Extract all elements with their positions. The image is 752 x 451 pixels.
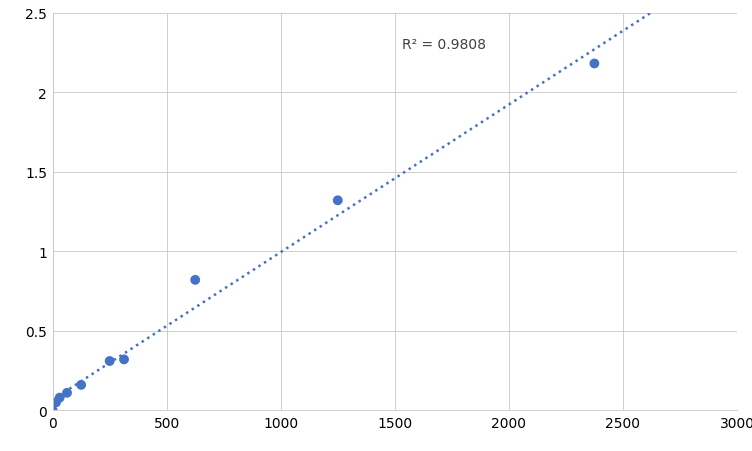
Point (75, 382, 87, 389)
Text: R² = 0.9808: R² = 0.9808 (402, 38, 486, 51)
Point (61, 389, 73, 396)
Point (47, 407, 59, 414)
Point (104, 358, 116, 365)
Point (190, 276, 202, 284)
Point (53, 394, 65, 401)
Point (332, 197, 344, 204)
Point (588, 61, 600, 68)
Point (50, 399, 62, 406)
Point (118, 356, 130, 363)
